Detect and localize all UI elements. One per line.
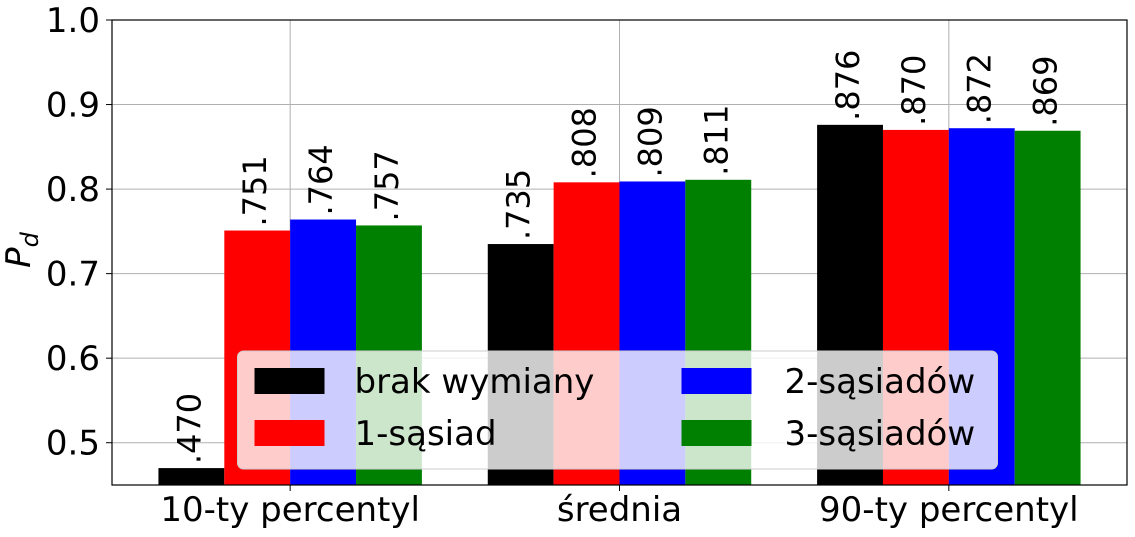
value-label: .811: [697, 105, 735, 176]
y-tick-label: 0.9: [46, 86, 100, 126]
bar: [1014, 130, 1081, 485]
legend-swatch: [681, 368, 752, 394]
y-tick-label: 1.0: [46, 1, 100, 41]
legend-swatch: [254, 420, 325, 446]
bar: [158, 468, 225, 485]
y-label-sub: d: [16, 231, 44, 247]
y-tick-label: 0.7: [46, 255, 100, 295]
y-tick-label: 0.6: [46, 339, 100, 379]
value-label: .869: [1027, 56, 1065, 127]
y-axis-label: Pd: [0, 231, 44, 268]
legend-label: 1-sąsiad: [355, 414, 497, 454]
y-tick-label: 0.8: [46, 170, 100, 210]
value-label: .751: [236, 155, 274, 226]
value-label: .876: [829, 50, 867, 121]
y-tick-label: 0.5: [46, 424, 100, 464]
value-label: .870: [895, 55, 933, 126]
value-label: .872: [961, 53, 999, 124]
y-label-main: P: [0, 247, 39, 268]
value-label: .735: [500, 169, 538, 240]
value-label: .808: [566, 107, 604, 178]
legend-swatch: [254, 368, 325, 394]
x-tick-label: 90-ty percentyl: [819, 490, 1079, 530]
labels: 0.5 0.6 0.7 0.8 0.9 1.0 10-ty percentyl średnia…: [46, 1, 1079, 530]
legend-label: 2-sąsiadów: [785, 362, 976, 402]
legend-label: 3-sąsiadów: [785, 414, 976, 454]
value-label: .809: [631, 106, 669, 177]
value-label: .757: [368, 150, 406, 221]
x-tick-label: 10-ty percentyl: [160, 490, 420, 530]
legend-frame: [237, 350, 998, 470]
x-tick-label: średnia: [557, 490, 682, 530]
value-label: .470: [170, 393, 208, 464]
legend-label: brak wymiany: [355, 362, 595, 402]
legend-swatch: [681, 420, 752, 446]
value-label: .764: [302, 144, 340, 215]
legend: brak wymiany 1-sąsiad 2-sąsiadów 3-sąsiadów: [237, 350, 998, 470]
